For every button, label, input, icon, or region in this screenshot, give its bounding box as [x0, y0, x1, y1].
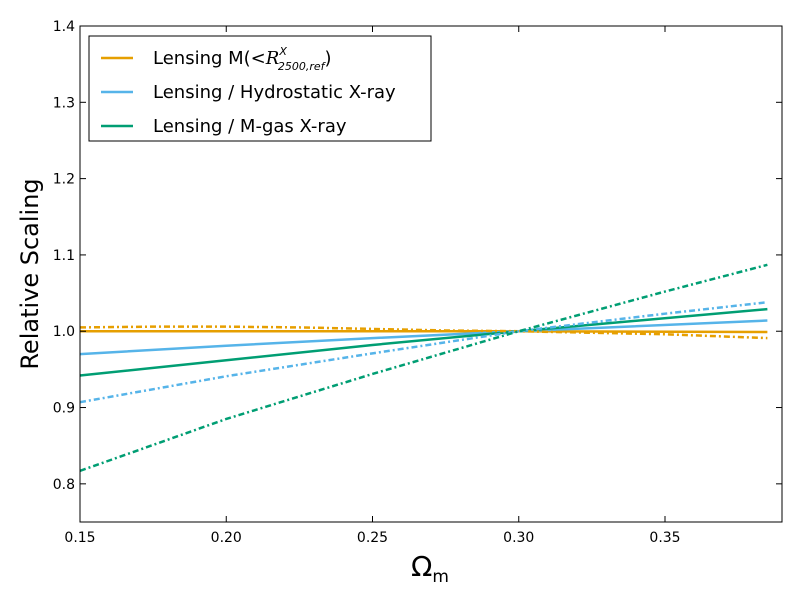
- y-tick-label: 1.0: [53, 324, 75, 340]
- series-line-dashdot-2: [79, 263, 768, 473]
- series-line-solid-2: [79, 307, 768, 377]
- x-axis-label: Ωm: [411, 550, 449, 587]
- y-tick-label: 1.4: [53, 19, 75, 35]
- y-tick-label: 1.3: [53, 95, 75, 111]
- y-axis-label: Relative Scaling: [16, 178, 44, 369]
- ticks-layer: 0.15 0.20 0.25 0.30 0.35 0.8 0.9 1.0 1.1 1.2 1.3 1.…: [53, 19, 782, 546]
- series-line-solid-1: [79, 319, 768, 356]
- x-tick-label: 0.25: [357, 530, 388, 546]
- series-line-solid-0: [80, 329, 768, 334]
- legend-label: Lensing M(<RX 2500,ref): [153, 45, 332, 73]
- x-tick-label: 0.20: [211, 530, 242, 546]
- series-layer: [79, 263, 768, 473]
- y-tick-label: 1.2: [53, 172, 75, 188]
- legend-items: Lensing M(<RX 2500,ref) Lensing / Hydrosta…: [101, 45, 396, 137]
- series-line-dashdot-0: [79, 325, 768, 340]
- x-tick-label: 0.30: [503, 530, 534, 546]
- y-tick-label: 0.8: [53, 477, 75, 493]
- legend-label: Lensing / M-gas X-ray: [153, 116, 347, 137]
- legend-label: Lensing / Hydrostatic X-ray: [153, 82, 396, 103]
- legend: Lensing M(<RX 2500,ref) Lensing / Hydrosta…: [88, 35, 432, 142]
- x-tick-label: 0.15: [64, 530, 95, 546]
- x-tick-label: 0.35: [649, 530, 680, 546]
- y-tick-label: 1.1: [53, 248, 75, 264]
- legend-box: [88, 35, 432, 142]
- plot-frame: [79, 25, 783, 523]
- y-tick-label: 0.9: [53, 401, 75, 417]
